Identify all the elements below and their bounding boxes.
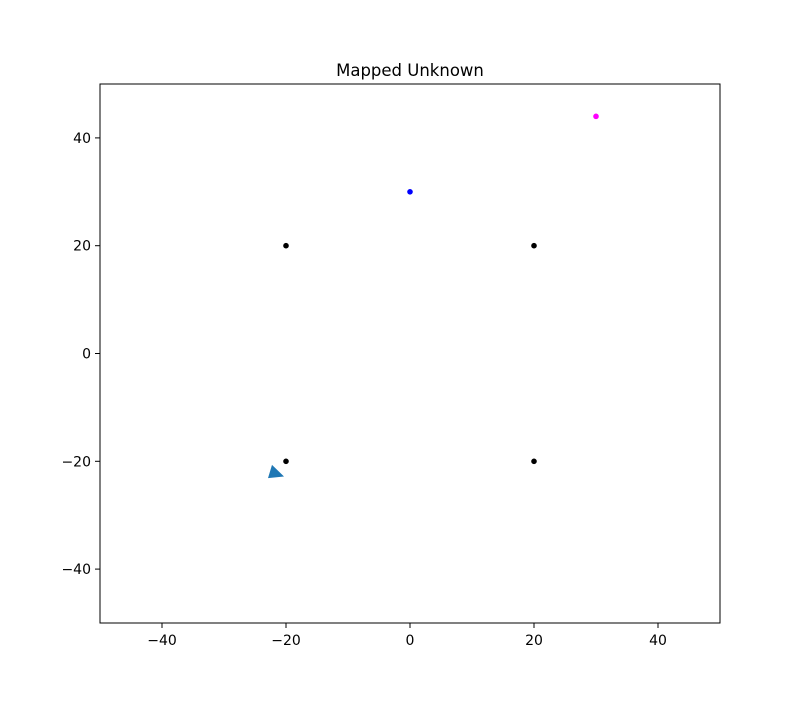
data-point	[531, 458, 537, 465]
data-point	[407, 189, 413, 195]
y-tick-label: 40	[73, 131, 91, 147]
y-tick-label: 20	[73, 239, 91, 255]
y-tick-label: −40	[61, 562, 91, 578]
robot-marker	[268, 464, 284, 479]
data-point	[283, 242, 289, 249]
x-tick-label: 0	[406, 633, 415, 649]
data-point	[531, 242, 537, 249]
data-point	[593, 113, 599, 120]
y-tick-label: 0	[82, 347, 91, 363]
data-point	[283, 458, 289, 465]
y-tick-label: −20	[61, 454, 91, 470]
plot-area	[100, 84, 720, 623]
x-axis: −40 −20 0 20 40	[147, 623, 667, 649]
markers	[268, 464, 284, 479]
data-points	[283, 113, 599, 465]
x-tick-label: 40	[649, 633, 667, 649]
plot-frame	[99, 83, 721, 624]
y-axis: −40 −20 0 20 40	[61, 131, 100, 578]
chart-title: Mapped Unknown	[336, 61, 484, 80]
x-tick-label: −20	[271, 633, 301, 649]
x-tick-label: −40	[147, 633, 177, 649]
x-tick-label: 20	[525, 633, 543, 649]
